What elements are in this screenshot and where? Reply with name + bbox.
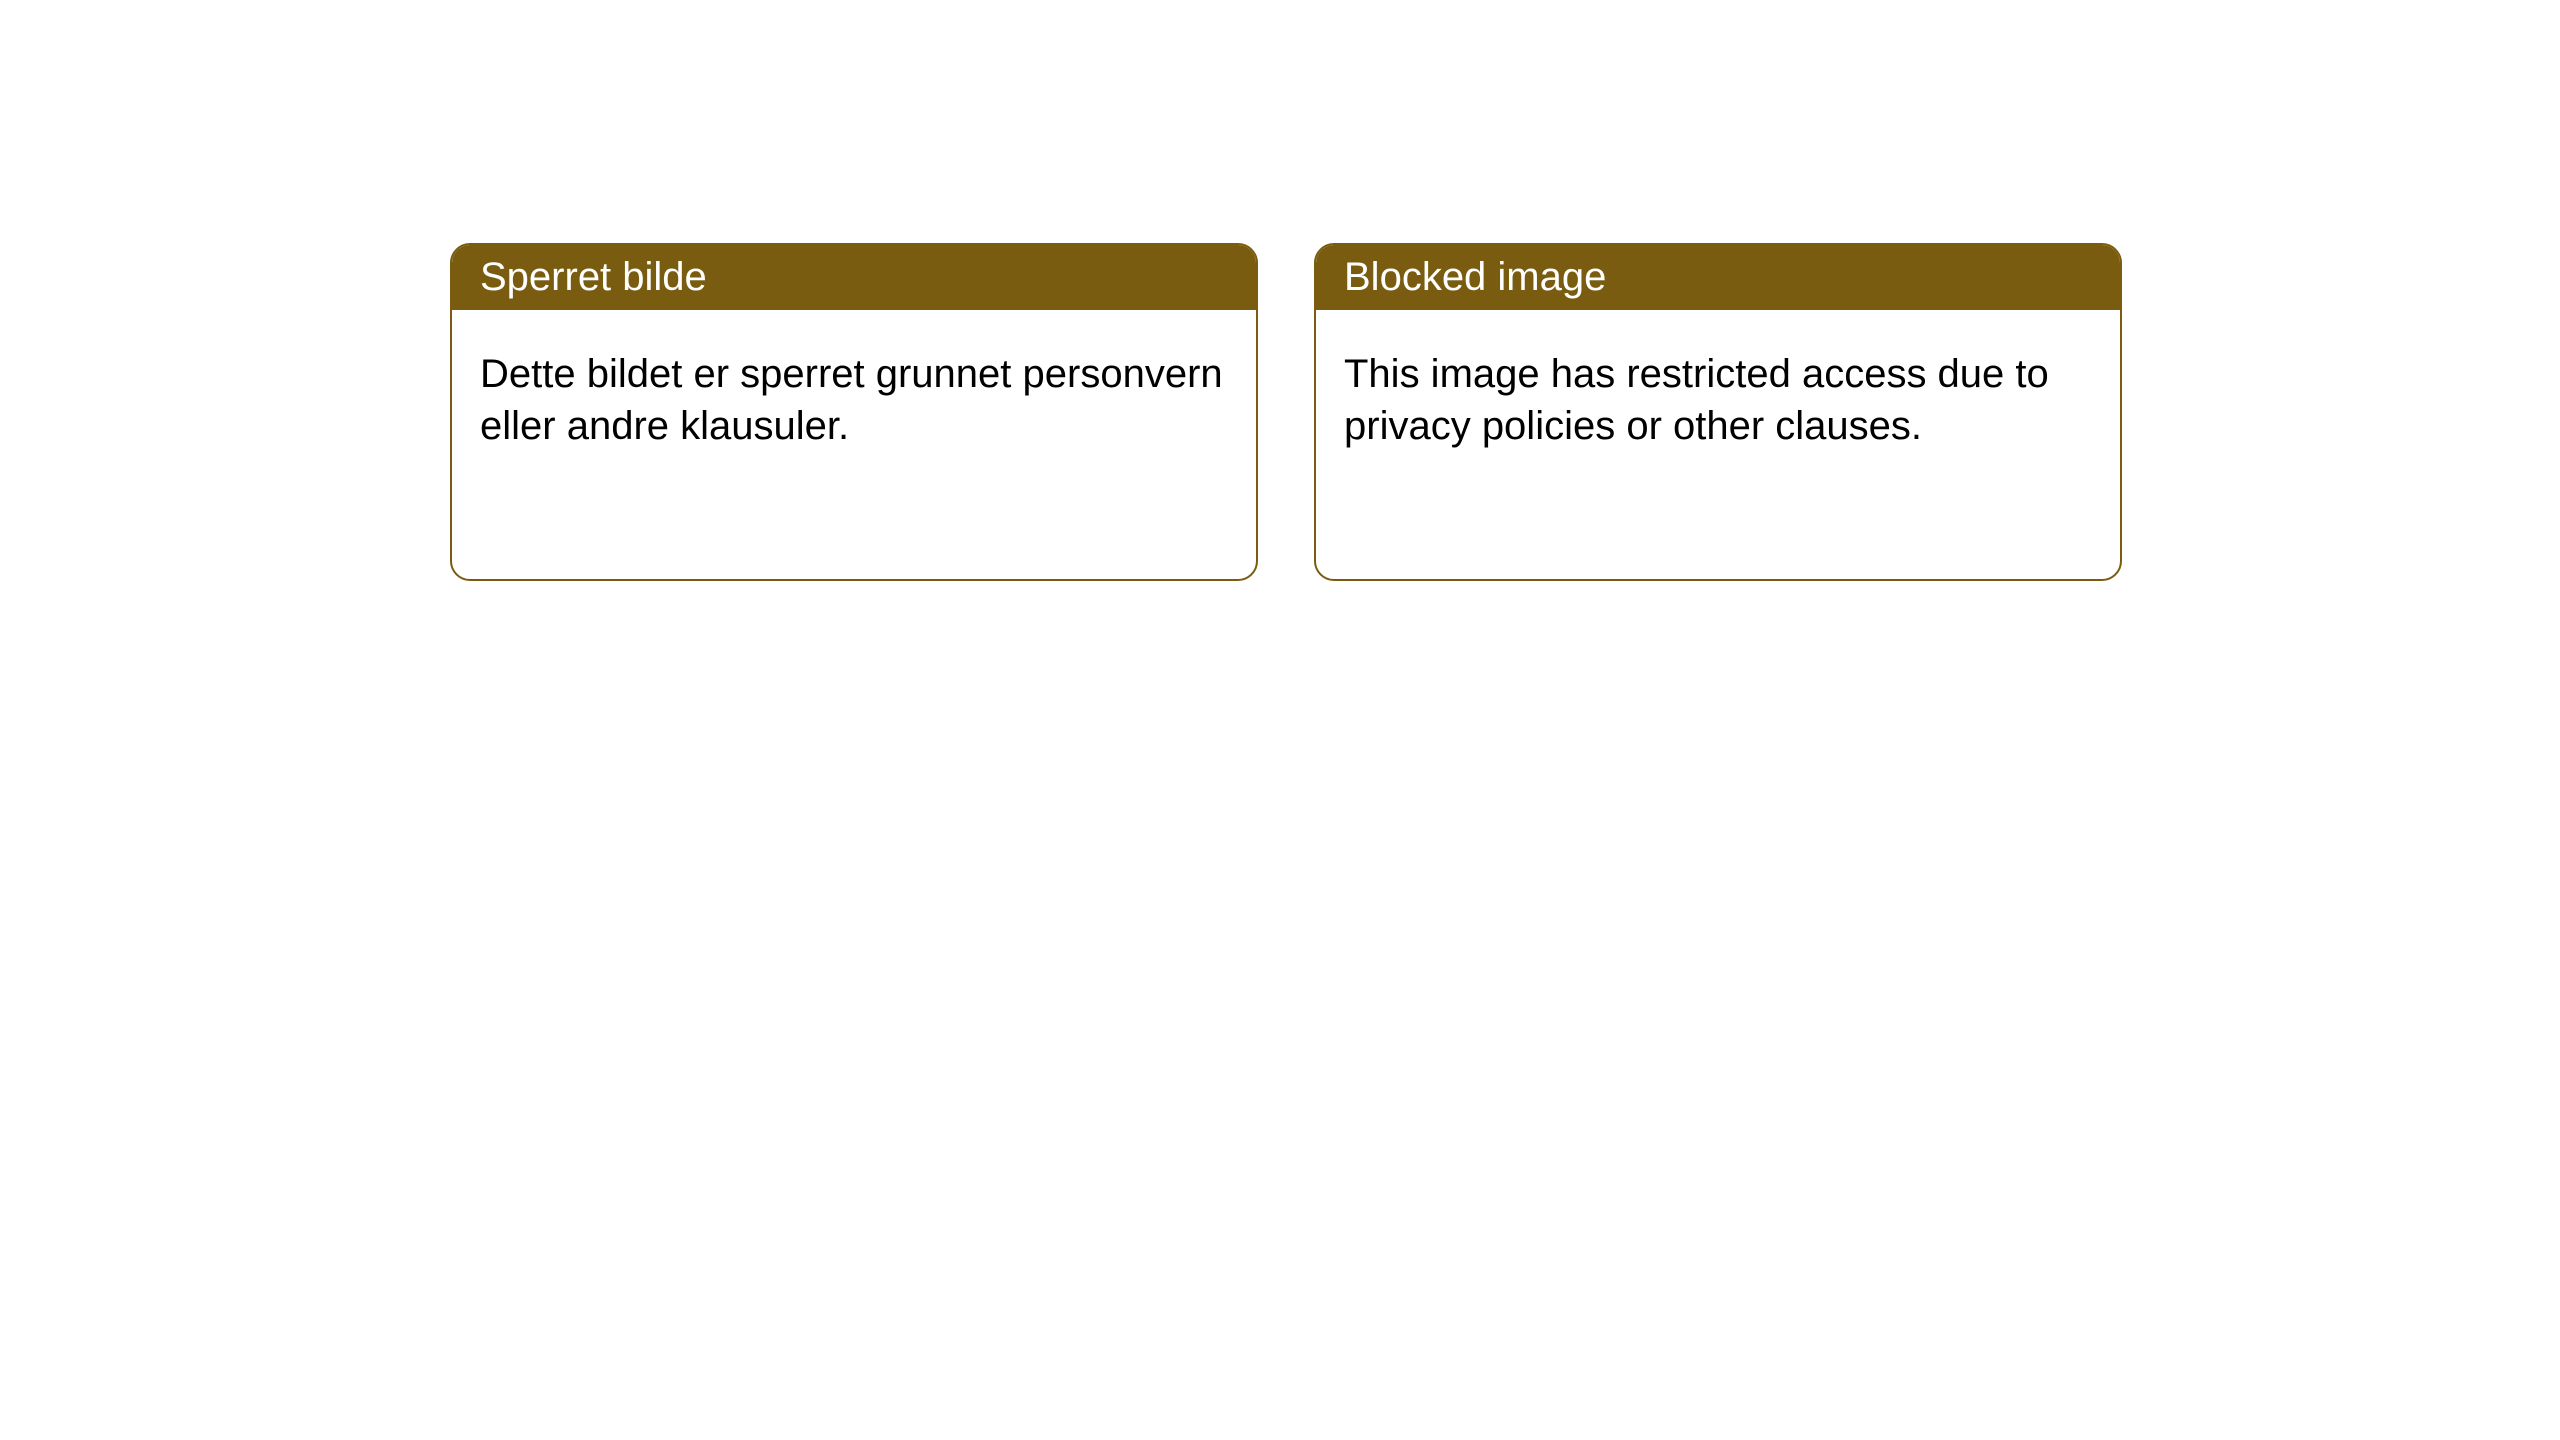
panel-title: Blocked image — [1316, 245, 2120, 310]
notice-container: Sperret bilde Dette bildet er sperret gr… — [0, 0, 2560, 581]
panel-body: Dette bildet er sperret grunnet personve… — [452, 310, 1256, 490]
panel-title: Sperret bilde — [452, 245, 1256, 310]
blocked-image-panel-en: Blocked image This image has restricted … — [1314, 243, 2122, 581]
blocked-image-panel-no: Sperret bilde Dette bildet er sperret gr… — [450, 243, 1258, 581]
panel-body: This image has restricted access due to … — [1316, 310, 2120, 490]
